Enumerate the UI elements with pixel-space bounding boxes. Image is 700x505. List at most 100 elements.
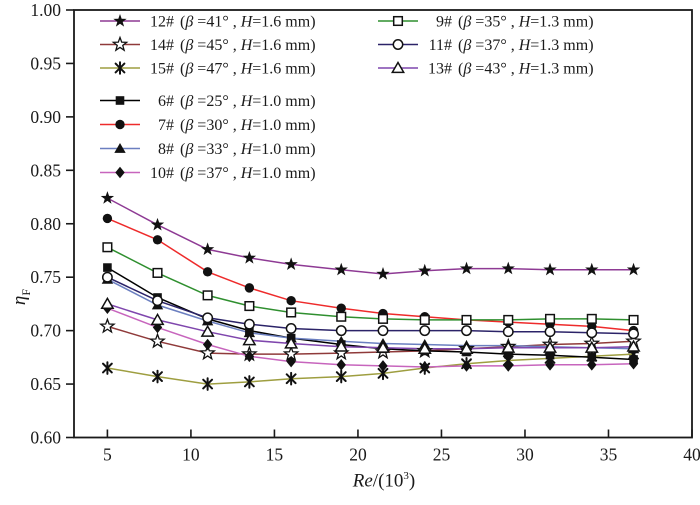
legend-item-8: 8# (β =33° , H=1.0 mm) (100, 141, 316, 158)
marker-triangle-open (284, 336, 299, 349)
marker-diamond-filled (286, 355, 296, 368)
marker-diamond-filled (587, 359, 597, 371)
marker-star-filled (459, 261, 474, 275)
x-tick-label: 20 (349, 445, 367, 465)
y-tick-label: 0.80 (30, 214, 61, 234)
marker-asterisk (202, 377, 214, 391)
series-lines (107, 197, 634, 385)
marker-circle-open (202, 312, 214, 324)
marker-diamond-filled (503, 360, 513, 372)
marker-circle-open (419, 325, 431, 337)
marker-star-filled (150, 217, 165, 231)
legend-item-13: 13# (β =43° , H=1.3 mm) (378, 61, 594, 78)
legend-item-11: 11# (β =37° , H=1.3 mm) (378, 37, 594, 54)
marker-star-filled (376, 266, 390, 280)
marker-circle-filled (286, 296, 296, 306)
marker-square-open (286, 307, 297, 318)
x-tick-label: 25 (433, 445, 451, 465)
marker-star-open (111, 35, 129, 52)
legend-series-name: 6# (158, 93, 174, 110)
marker-asterisk (243, 375, 255, 389)
marker-square-open (461, 314, 472, 325)
x-tick-label: 15 (266, 445, 284, 465)
marker-square-filled (587, 353, 597, 362)
marker-square-open (102, 242, 113, 253)
marker-circle-open (285, 323, 297, 334)
series-line-12 (107, 197, 634, 275)
marker-asterisk-diag2 (243, 376, 255, 388)
marker-circle-open (502, 326, 514, 338)
marker-triangle-open (150, 312, 165, 326)
marker-triangle-filled (114, 143, 126, 153)
marker-star-open (98, 317, 116, 334)
marker-circle-open (152, 295, 163, 307)
marker-square-open (586, 313, 597, 324)
legend-series-params: (β =37° , H=1.3 mm) (458, 37, 594, 54)
marker-square-open (544, 313, 556, 324)
x-axis-title-close: ) (408, 470, 416, 492)
marker-square-open (419, 314, 430, 325)
legend-series-name: 10# (150, 165, 174, 182)
marker-square-open (202, 290, 213, 301)
legend-series-name: 7# (158, 117, 174, 134)
marker-circle-filled (102, 213, 113, 224)
marker-circle-open (335, 325, 347, 337)
marker-star-filled (284, 257, 298, 271)
series-markers-7 (102, 213, 639, 336)
marker-square-filled (545, 350, 555, 360)
marker-circle-filled (244, 283, 255, 293)
marker-asterisk-diag2 (152, 371, 163, 382)
marker-diamond-filled (378, 360, 388, 372)
series-markers-15 (102, 347, 639, 391)
marker-circle-open (544, 326, 556, 338)
legend: 12# (β =41° , H=1.6 mm) 14# (β =45° , H=1.6… (100, 14, 594, 182)
marker-diamond-filled (545, 359, 555, 371)
marker-asterisk-diag2 (102, 362, 113, 374)
y-tick-label: 0.90 (30, 107, 61, 127)
marker-circle-filled (202, 267, 213, 277)
legend-item-12: 12# (β =41° , H=1.6 mm) (100, 14, 316, 31)
marker-diamond-filled (336, 359, 346, 371)
marker-circle-open (101, 271, 113, 283)
marker-asterisk-diag2 (202, 378, 214, 390)
y-axis-title: ηF (7, 261, 33, 333)
marker-star-filled (626, 262, 641, 276)
legend-series-name: 15# (150, 61, 174, 78)
marker-triangle-open (584, 340, 599, 353)
marker-triangle-filled (243, 327, 256, 338)
marker-diamond-filled (461, 360, 472, 372)
x-tick-label: 30 (516, 445, 534, 465)
legend-series-params: (β =37° , H=1.0 mm) (180, 165, 316, 182)
x-tick-label: 5 (103, 445, 112, 465)
legend-item-15: 15# (β =47° , H=1.6 mm) (100, 61, 316, 78)
marker-star-filled (113, 14, 127, 27)
x-axis-title-rest: /(10 (372, 470, 404, 492)
legend-series-params: (β =47° , H=1.6 mm) (180, 61, 316, 78)
marker-diamond-filled (420, 361, 430, 373)
series-line-15 (107, 353, 634, 385)
marker-star-filled (543, 262, 557, 276)
legend-series-params: (β =45° , H=1.6 mm) (180, 37, 316, 54)
legend-series-name: 13# (428, 61, 452, 78)
marker-circle-filled (115, 119, 125, 130)
marker-star-filled (334, 262, 348, 276)
legend-item-9: 9# (β =35° , H=1.3 mm) (378, 14, 594, 31)
legend-series-params: (β =25° , H=1.0 mm) (180, 93, 316, 110)
marker-star-filled (585, 262, 599, 276)
marker-asterisk-diag2 (377, 367, 389, 379)
marker-circle-filled (152, 235, 163, 245)
marker-square-open (244, 300, 255, 312)
marker-triangle-open (200, 324, 215, 337)
y-tick-label: 0.95 (30, 53, 61, 73)
marker-triangle-open (459, 341, 474, 354)
marker-star-filled (242, 250, 257, 264)
legend-series-params: (β =33° , H=1.0 mm) (180, 141, 316, 158)
y-tick-label: 0.85 (30, 160, 61, 180)
x-tick-label: 35 (600, 445, 618, 465)
marker-triangle-open (376, 340, 390, 353)
series-markers-13 (100, 296, 641, 354)
legend-series-name: 9# (436, 14, 452, 31)
marker-square-filled (503, 349, 513, 359)
